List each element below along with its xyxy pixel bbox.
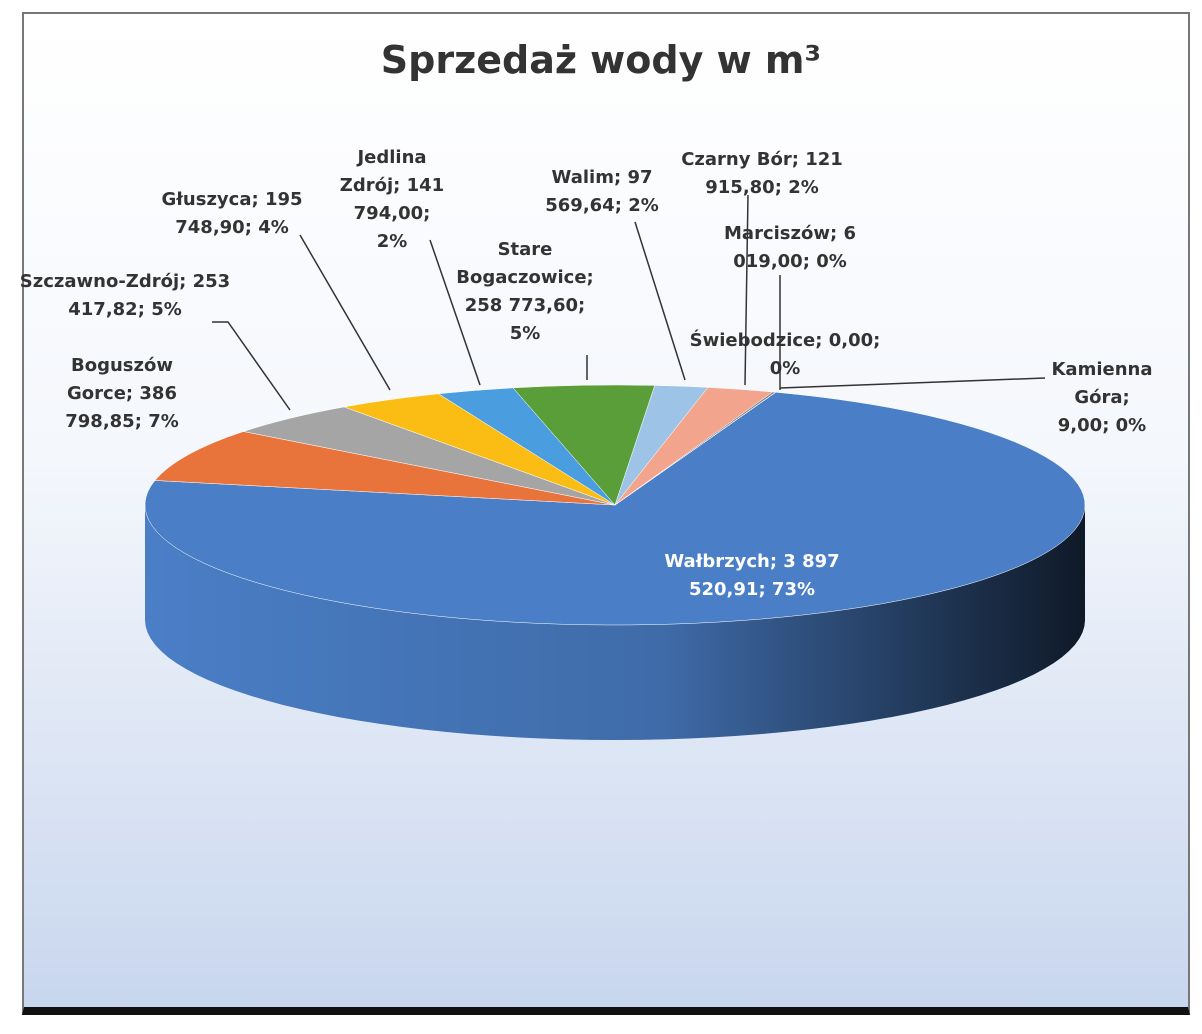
label-part: Walim [552,167,628,188]
slice [154,431,616,506]
data-label: Walim 97 569,64 2% [527,164,677,220]
label-part: 0% [769,358,801,379]
label-part: Czarny Bór [681,149,805,170]
label-part: Głuszyca [161,189,264,210]
leader-lines [212,194,1046,411]
label-part: Szczawno-Zdrój [20,271,193,292]
label-part: 2% [788,177,819,198]
data-label: Wałbrzych 3 897 520,91 73% [627,548,877,604]
data-label: Czarny Bór 121 915,80 2% [677,146,847,202]
label-part: Marciszów [724,223,843,244]
label-part: 5% [151,299,182,320]
label-part: 0% [816,251,847,272]
data-label: Świebodzice 0,00 0% [680,327,890,383]
data-label: Jedlina Zdrój 141 794,00 2% [337,144,447,256]
label-part: 9,00 [1058,415,1116,436]
label-part: Świebodzice [690,330,829,351]
label-part: Wałbrzych [664,551,783,572]
label-part: 0% [1115,415,1147,436]
label-part: 7% [148,411,179,432]
data-label: Szczawno-Zdrój 253 417,82 5% [15,268,235,324]
label-part: 4% [258,217,289,238]
label-part: 73% [771,579,816,600]
label-part: 2% [628,195,659,216]
label-part: Kamienna Góra [1051,359,1152,408]
data-label: Głuszyca 195 748,90 4% [137,186,327,242]
data-label: Marciszów 6 019,00 0% [720,220,860,276]
label-part: 258 773,60 [465,295,586,316]
slice [614,391,777,506]
label-part: 2% [376,231,408,252]
label-part: 0,00 [829,330,881,351]
label-part: Stare Bogaczowice [456,239,594,288]
data-label: Boguszów Gorce 386 798,85 7% [47,352,197,436]
data-label: Stare Bogaczowice 258 773,60 5% [450,236,600,348]
slice [144,391,1086,626]
chart-title: Sprzedaż wody w m³ [380,38,822,82]
label-part: 5% [509,323,541,344]
slice-side-shade [145,505,1085,740]
data-label: Kamienna Góra 9,00 0% [1047,356,1157,440]
